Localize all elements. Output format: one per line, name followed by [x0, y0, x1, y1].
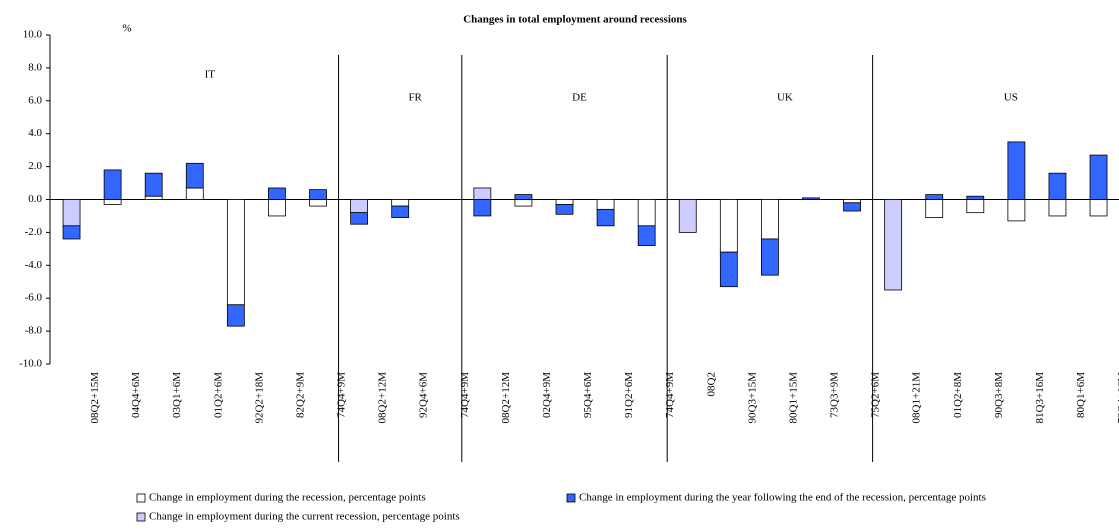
chart-title: Changes in total employment around reces… [463, 14, 687, 26]
bar-segment [761, 199, 779, 240]
bar-segment [1007, 141, 1026, 200]
bar-segment [103, 169, 122, 200]
x-tick-label: 73Q4+16M [1116, 372, 1119, 424]
bar-segment [802, 197, 820, 200]
bar-segment [1089, 199, 1108, 217]
bar-segment [309, 199, 327, 207]
bar-segment [350, 212, 369, 225]
bar-segment [144, 172, 163, 197]
x-tick-label: 73Q3+9M [829, 372, 841, 418]
y-tick-label: 0.0 [28, 193, 42, 205]
x-tick-label: 81Q3+16M [1034, 372, 1046, 424]
x-tick-label: 95Q4+6M [582, 372, 594, 418]
bar-segment [637, 199, 656, 227]
bar-segment [843, 199, 861, 204]
bar-segment [925, 199, 944, 218]
bar-segment [596, 208, 615, 227]
x-tick-label: 92Q2+18M [253, 372, 265, 424]
x-tick-label: 91Q2+6M [623, 372, 635, 418]
bar-segment [391, 199, 410, 207]
bar-segment [268, 199, 286, 217]
legend-label: Change in employment during the year fol… [579, 492, 986, 504]
bar-segment [761, 238, 779, 276]
bar-segment [226, 304, 245, 327]
x-tick-label: 74Q4+9M [459, 372, 471, 418]
bar-segment [185, 187, 204, 200]
y-tick-label: 10.0 [23, 29, 43, 41]
x-tick-label: 04Q4+6M [130, 372, 142, 418]
x-tick-label: 82Q2+9M [294, 372, 306, 418]
bar-segment [514, 194, 533, 200]
bar-segment [1048, 172, 1067, 200]
x-tick-label: 08Q2+15M [89, 372, 101, 424]
bar-segment [473, 187, 492, 200]
x-tick-label: 03Q1+6M [171, 372, 183, 418]
group-label: UK [777, 92, 793, 104]
x-tick-label: 74Q4+9M [336, 372, 348, 418]
bar-segment [309, 189, 327, 200]
y-tick-label: -10.0 [19, 358, 42, 370]
bar-segment [637, 225, 656, 246]
bar-segment [678, 199, 697, 233]
bar-segment [514, 199, 533, 207]
bar-segment [226, 199, 245, 306]
legend-label: Change in employment during the current … [149, 511, 460, 523]
x-tick-label: 02Q4+9M [541, 372, 553, 418]
bar-segment [555, 204, 574, 215]
legend-swatch [136, 512, 146, 522]
y-tick-label: -4.0 [25, 259, 43, 271]
bar-segment [350, 199, 369, 214]
x-tick-label: 80Q1+15M [787, 372, 799, 424]
bar-segment [103, 199, 122, 205]
y-tick-label: 4.0 [28, 127, 42, 139]
bar-segment [884, 199, 903, 291]
x-tick-label: 92Q4+6M [418, 372, 430, 418]
group-label: US [1004, 92, 1018, 104]
y-tick-label: 2.0 [28, 160, 42, 172]
bar-segment [925, 194, 944, 200]
group-label: FR [408, 92, 422, 104]
legend-swatch [566, 493, 576, 503]
group-label: IT [205, 69, 216, 81]
x-tick-label: 08Q2+12M [500, 372, 512, 424]
x-tick-label: 08Q2+12M [377, 372, 389, 424]
y-tick-label: 6.0 [28, 94, 42, 106]
bar-segment [144, 195, 163, 200]
x-tick-label: 01Q2+8M [952, 372, 964, 418]
bar-segment [1007, 199, 1026, 222]
y-tick-label: -6.0 [25, 292, 43, 304]
x-tick-label: 08Q2 [705, 372, 717, 396]
bar-segment [719, 251, 738, 288]
bar-segment [596, 199, 615, 210]
bar-segment [843, 202, 861, 212]
bar-segment [62, 199, 81, 227]
bar-segment [719, 199, 738, 253]
x-tick-label: 01Q2+6M [212, 372, 224, 418]
bar-segment [1089, 154, 1108, 200]
x-tick-label: 74Q4+9M [664, 372, 676, 418]
legend-swatch [136, 493, 146, 503]
bar-segment [966, 195, 985, 200]
x-tick-label: 90Q3+8M [993, 372, 1005, 418]
y-tick-label: -2.0 [25, 226, 43, 238]
bar-segment [268, 187, 286, 200]
x-tick-label: 80Q1+6M [1075, 372, 1087, 418]
y-tick-label: 8.0 [28, 61, 42, 73]
group-label: DE [572, 92, 587, 104]
bar-segment [62, 225, 81, 240]
x-tick-label: 75Q2+6M [870, 372, 882, 418]
y-tick-label: -8.0 [25, 325, 43, 337]
legend-label: Change in employment during the recessio… [149, 492, 426, 504]
bar-segment [555, 199, 574, 205]
bar-segment [185, 162, 204, 189]
x-tick-label: 90Q3+15M [746, 372, 758, 424]
bar-segment [473, 199, 492, 217]
y-axis-label: % [122, 23, 131, 35]
bar-segment [1048, 199, 1067, 217]
bar-segment [391, 205, 410, 218]
x-tick-label: 08Q1+21M [911, 372, 923, 424]
bar-segment [966, 199, 985, 214]
